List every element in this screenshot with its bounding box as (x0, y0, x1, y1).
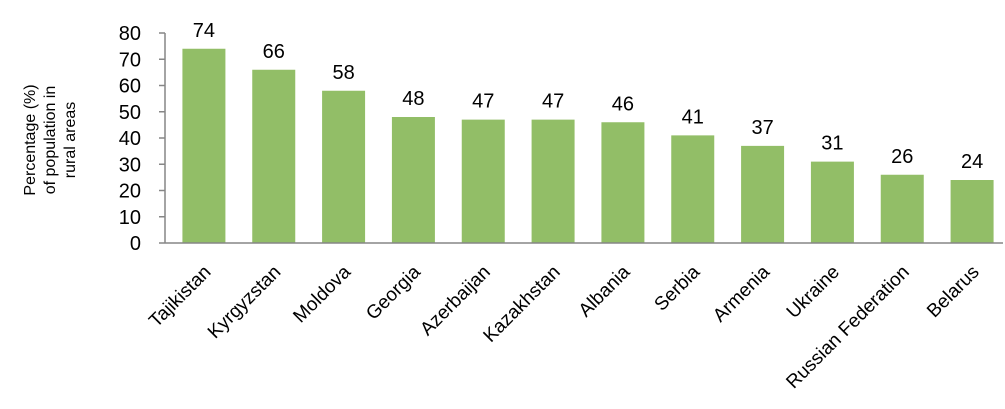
x-category-label: Moldova (289, 261, 355, 327)
y-axis-title-line: of population in (42, 86, 59, 195)
bar-kazakhstan (531, 119, 575, 243)
y-tick-label: 80 (119, 23, 141, 45)
x-category-label: Serbia (651, 261, 705, 315)
data-label: 26 (891, 146, 913, 168)
bar-azerbaijan (461, 119, 505, 243)
x-category-label: Belarus (923, 262, 983, 322)
data-label: 47 (472, 91, 494, 113)
data-label: 48 (402, 88, 424, 110)
y-tick-label: 60 (119, 76, 141, 98)
bar-albania (601, 122, 645, 243)
y-tick-label: 70 (119, 49, 141, 71)
data-label: 58 (332, 62, 354, 84)
y-tick-label: 30 (119, 154, 141, 176)
y-axis-title: Percentage (%) of population in rural area… (22, 84, 79, 195)
data-label: 46 (612, 93, 634, 115)
bar-georgia (391, 117, 435, 243)
x-category-label: Georgia (362, 261, 425, 324)
data-labels: 74 66 58 48 47 47 46 41 37 31 26 24 (193, 20, 983, 173)
y-tick-label: 0 (130, 233, 141, 255)
bar-serbia (671, 135, 715, 243)
bar-series (182, 48, 994, 243)
x-category-label: Russian Federation (782, 262, 913, 393)
x-category-label: Ukraine (783, 262, 844, 323)
bar-ukraine (810, 161, 854, 243)
bar-kyrgyzstan (252, 69, 296, 243)
y-axis-title-text: Percentage (%) of population in rural area… (22, 84, 79, 195)
data-label: 41 (682, 106, 704, 128)
data-label: 47 (542, 91, 564, 113)
x-category-label: Kyrgyzstan (204, 262, 285, 343)
x-category-label: Albania (575, 261, 635, 321)
data-label: 74 (193, 20, 215, 42)
bar-tajikistan (182, 48, 226, 243)
y-tick-label: 20 (119, 181, 141, 203)
data-label: 66 (263, 41, 285, 63)
bar-moldova (322, 90, 366, 243)
bar-belarus (950, 180, 994, 243)
data-label: 24 (961, 151, 983, 173)
y-axis-ticks: 0 10 20 30 40 50 60 70 80 (119, 23, 165, 255)
x-category-label: Armenia (709, 261, 774, 326)
y-tick-label: 10 (119, 207, 141, 229)
y-tick-label: 40 (119, 128, 141, 150)
x-category-label: Tajikistan (145, 262, 215, 332)
y-axis-title-line: rural areas (62, 102, 79, 178)
data-label: 37 (751, 117, 773, 139)
bar-armenia (741, 145, 785, 243)
bar-russian-federation (880, 174, 924, 243)
y-tick-label: 50 (119, 102, 141, 124)
data-label: 31 (821, 133, 843, 155)
y-axis-title-line: Percentage (%) (22, 84, 39, 195)
